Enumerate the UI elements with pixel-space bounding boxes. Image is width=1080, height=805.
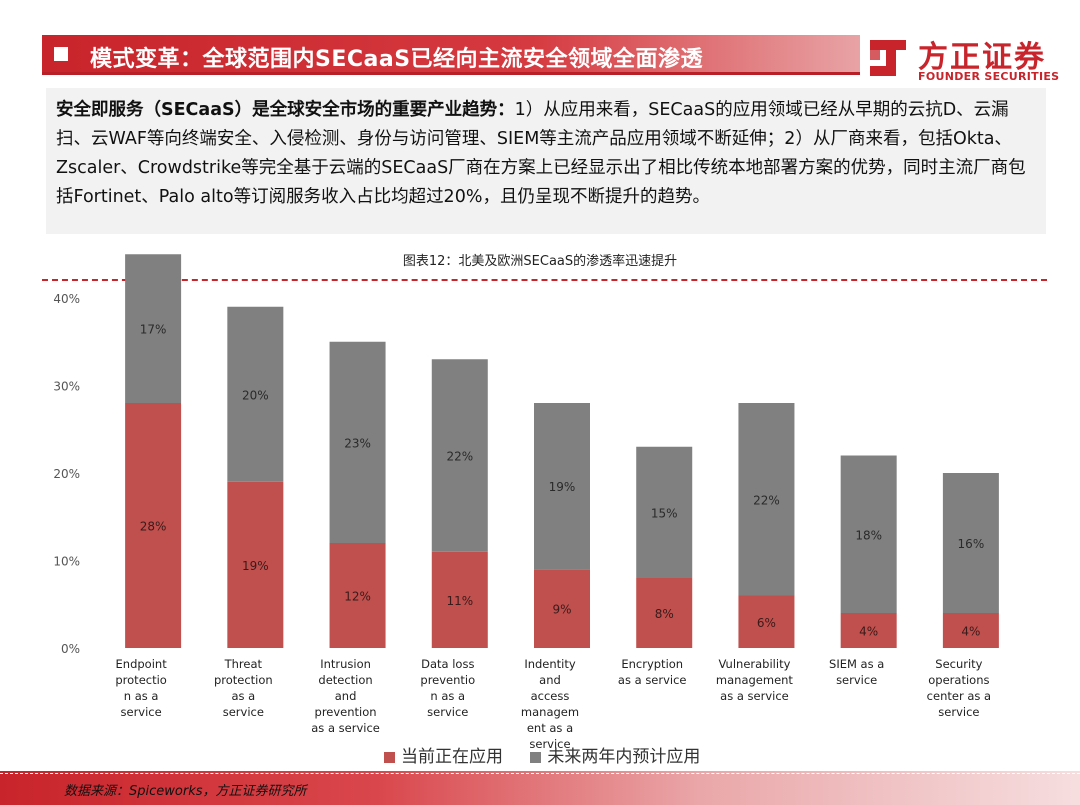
bar-current: [840, 613, 897, 648]
x-tick-label: n as a: [430, 689, 465, 703]
x-tick-label: as a service: [720, 689, 789, 703]
x-tick-label: service: [938, 705, 979, 719]
x-tick-label: Security: [935, 657, 982, 671]
x-tick-label: protectio: [115, 673, 166, 687]
x-tick-label: and: [335, 689, 357, 703]
x-tick-label: ent as a: [527, 721, 573, 735]
x-tick-label: operations: [928, 673, 989, 687]
x-tick-label: service: [223, 705, 264, 719]
bar-current: [636, 578, 693, 648]
data-label-current: 4%: [961, 625, 980, 639]
legend-swatch-future: [530, 751, 542, 763]
bar-current: [942, 613, 999, 648]
y-tick-label: 0%: [61, 642, 80, 656]
bar-current: [329, 543, 386, 648]
bar-future: [431, 359, 488, 552]
bar-current: [431, 551, 488, 648]
x-tick-label: n as a: [124, 689, 159, 703]
x-tick-label: Intrusion: [320, 657, 371, 671]
bar-current: [738, 595, 795, 648]
legend-item-current: 当前正在应用: [384, 742, 503, 767]
x-tick-label: as a service: [618, 673, 687, 687]
legend-item-future: 未来两年内预计应用: [530, 742, 700, 767]
data-label-future: 18%: [855, 528, 882, 542]
x-tick-label: protection: [214, 673, 273, 687]
x-tick-label: Data loss: [421, 657, 474, 671]
chart-legend: 当前正在应用 未来两年内预计应用: [384, 742, 722, 767]
x-tick-label: Vulnerability: [718, 657, 790, 671]
x-tick-label: Indentity: [524, 657, 576, 671]
divider-dashed-line: [42, 279, 1047, 281]
chart-title: 图表12：北美及欧洲SECaaS的渗透率迅速提升: [402, 254, 678, 269]
data-label-future: 15%: [651, 506, 678, 520]
footer-band: [0, 771, 1080, 805]
x-tick-label: service: [529, 737, 570, 751]
data-label-current: 11%: [446, 594, 473, 608]
summary-box: 安全即服务（SECaaS）是全球安全市场的重要产业趋势：1）从应用来看，SECa…: [46, 88, 1046, 234]
bar-future: [840, 455, 897, 613]
data-label-current: 8%: [655, 607, 674, 621]
y-tick-label: 10%: [53, 555, 80, 569]
legend-swatch-current: [384, 751, 395, 763]
bar-future: [942, 473, 999, 613]
data-label-future: 17%: [140, 323, 167, 337]
x-tick-label: as a service: [311, 721, 380, 735]
data-label-current: 28%: [140, 520, 167, 534]
data-label-future: 16%: [958, 537, 985, 551]
company-logo: 方正证券 FOUNDER SECURITIES: [864, 32, 1059, 87]
bar-current: [534, 569, 590, 648]
summary-body: 1）从应用来看，SECaaS的应用领域已经从早期的云抗D、云漏扫、云WAF等向终…: [56, 100, 1026, 207]
x-tick-label: service: [427, 705, 468, 719]
x-tick-label: and: [539, 673, 561, 687]
data-label-future: 19%: [549, 480, 576, 494]
data-label-future: 22%: [753, 493, 780, 507]
bar-future: [329, 341, 386, 543]
x-tick-label: as a: [231, 689, 255, 703]
data-label-future: 22%: [446, 450, 473, 464]
legend-label-current: 当前正在应用: [401, 747, 503, 767]
page-title: 模式变革：全球范围内SECaaS已经向主流安全领域全面渗透: [90, 47, 704, 72]
logo-name-en: FOUNDER SECURITIES: [918, 70, 1060, 83]
data-label-future: 23%: [344, 436, 371, 450]
summary-text: 安全即服务（SECaaS）是全球安全市场的重要产业趋势：1）从应用来看，SECa…: [56, 96, 1036, 212]
bar-future: [636, 446, 693, 578]
x-tick-label: service: [836, 673, 877, 687]
data-label-current: 12%: [344, 590, 371, 604]
bar-current: [125, 403, 182, 648]
x-tick-label: management: [716, 673, 794, 687]
legend-label-future: 未来两年内预计应用: [547, 747, 701, 767]
data-label-current: 19%: [242, 559, 269, 573]
footer-dashed-line: [0, 773, 1080, 774]
header-bar: 模式变革：全球范围内SECaaS已经向主流安全领域全面渗透: [42, 35, 860, 75]
bar-future: [125, 254, 182, 403]
founder-logo-icon: [870, 40, 906, 76]
summary-lead: 安全即服务（SECaaS）是全球安全市场的重要产业趋势：: [56, 100, 515, 120]
x-tick-label: preventio: [420, 673, 475, 687]
x-tick-label: service: [121, 705, 162, 719]
data-label-current: 9%: [552, 603, 571, 617]
x-tick-label: prevention: [315, 705, 377, 719]
bar-future: [738, 403, 795, 596]
bar-future: [534, 403, 590, 570]
x-tick-label: Threat: [224, 657, 263, 671]
data-label-current: 6%: [757, 616, 776, 630]
data-label-current: 4%: [859, 625, 878, 639]
x-tick-label: SIEM as a: [829, 657, 884, 671]
logo-name-cn: 方正证券: [918, 40, 1046, 75]
x-tick-label: access: [531, 689, 570, 703]
bar-future: [227, 306, 284, 482]
y-tick-label: 20%: [53, 467, 80, 481]
x-tick-label: Endpoint: [116, 657, 168, 671]
header-bullet-square: [54, 47, 68, 61]
bar-current: [227, 481, 284, 648]
x-tick-label: center as a: [927, 689, 991, 703]
x-tick-label: Encryption: [621, 657, 683, 671]
x-tick-label: managem: [521, 705, 579, 719]
data-label-future: 20%: [242, 388, 269, 402]
y-tick-label: 40%: [53, 292, 80, 306]
y-tick-label: 30%: [53, 380, 80, 394]
x-tick-label: detection: [318, 673, 372, 687]
source-note: 数据来源：Spiceworks，方正证券研究所: [64, 784, 307, 799]
